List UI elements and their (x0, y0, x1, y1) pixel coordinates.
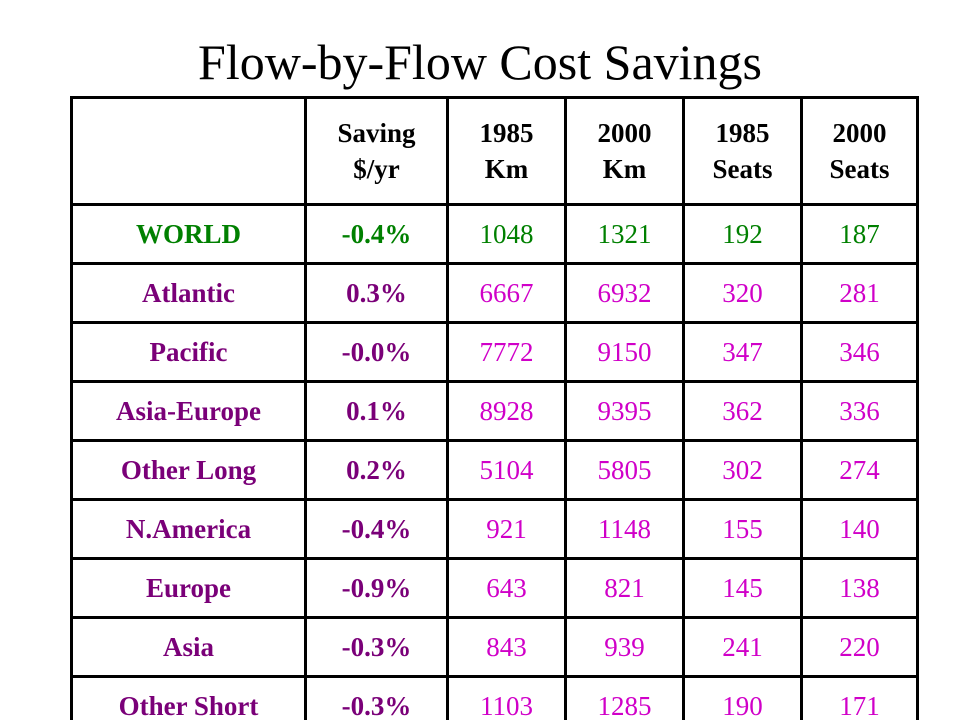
km-2000-cell: 9395 (564, 380, 685, 442)
region-cell: N.America (70, 498, 307, 560)
region-cell: Pacific (70, 321, 307, 383)
km-2000-cell: 939 (564, 616, 685, 678)
seats-2000-cell: 346 (800, 321, 919, 383)
header-km2000-line2: Km (602, 154, 647, 184)
header-seats2000-line2: Seats (829, 154, 890, 184)
saving-cell: -0.3% (304, 675, 449, 720)
seats-1985-cell: 241 (682, 616, 803, 678)
saving-cell: 0.3% (304, 262, 449, 324)
table-body: WORLD -0.4% 1048 1321 192 187 Atlantic 0.3% 6667… (70, 203, 919, 720)
km-1985-cell: 1103 (446, 675, 567, 720)
seats-2000-cell: 171 (800, 675, 919, 720)
header-cell-seats-2000: 2000 Seats (800, 96, 919, 206)
region-cell: WORLD (70, 203, 307, 265)
km-2000-cell: 1285 (564, 675, 685, 720)
region-cell: Other Short (70, 675, 307, 720)
km-1985-cell: 6667 (446, 262, 567, 324)
km-1985-cell: 5104 (446, 439, 567, 501)
seats-2000-cell: 274 (800, 439, 919, 501)
header-cell-region (70, 96, 307, 206)
table-row: Other Short -0.3% 1103 1285 190 171 (70, 675, 919, 720)
km-1985-cell: 643 (446, 557, 567, 619)
saving-cell: -0.0% (304, 321, 449, 383)
seats-1985-cell: 145 (682, 557, 803, 619)
cost-savings-table: Saving $/yr 1985 Km 2000 Km 1985 Seats 2… (70, 96, 919, 720)
km-1985-cell: 843 (446, 616, 567, 678)
saving-cell: -0.4% (304, 498, 449, 560)
header-km1985-line1: 1985 (479, 118, 534, 148)
km-1985-cell: 7772 (446, 321, 567, 383)
km-2000-cell: 5805 (564, 439, 685, 501)
table-row: Europe -0.9% 643 821 145 138 (70, 557, 919, 619)
header-cell-seats-1985: 1985 Seats (682, 96, 803, 206)
seats-1985-cell: 155 (682, 498, 803, 560)
seats-1985-cell: 192 (682, 203, 803, 265)
seats-2000-cell: 187 (800, 203, 919, 265)
header-cell-km-2000: 2000 Km (564, 96, 685, 206)
table-row: Asia-Europe 0.1% 8928 9395 362 336 (70, 380, 919, 442)
seats-2000-cell: 281 (800, 262, 919, 324)
table-row: Asia -0.3% 843 939 241 220 (70, 616, 919, 678)
km-2000-cell: 1148 (564, 498, 685, 560)
seats-1985-cell: 347 (682, 321, 803, 383)
saving-cell: 0.1% (304, 380, 449, 442)
seats-1985-cell: 320 (682, 262, 803, 324)
km-2000-cell: 6932 (564, 262, 685, 324)
region-cell: Asia (70, 616, 307, 678)
km-1985-cell: 921 (446, 498, 567, 560)
seats-2000-cell: 220 (800, 616, 919, 678)
seats-2000-cell: 140 (800, 498, 919, 560)
saving-cell: -0.4% (304, 203, 449, 265)
header-km1985-line2: Km (484, 154, 529, 184)
header-seats1985-line1: 1985 (715, 118, 770, 148)
header-km2000-line1: 2000 (597, 118, 652, 148)
seats-1985-cell: 302 (682, 439, 803, 501)
region-cell: Europe (70, 557, 307, 619)
table-row: WORLD -0.4% 1048 1321 192 187 (70, 203, 919, 265)
header-row: Saving $/yr 1985 Km 2000 Km 1985 Seats 2… (70, 96, 919, 206)
table-row: Pacific -0.0% 7772 9150 347 346 (70, 321, 919, 383)
seats-2000-cell: 336 (800, 380, 919, 442)
km-2000-cell: 9150 (564, 321, 685, 383)
header-cell-saving: Saving $/yr (304, 96, 449, 206)
header-seats1985-line2: Seats (712, 154, 773, 184)
region-cell: Other Long (70, 439, 307, 501)
header-seats2000-line1: 2000 (832, 118, 887, 148)
region-cell: Atlantic (70, 262, 307, 324)
header-cell-km-1985: 1985 Km (446, 96, 567, 206)
seats-1985-cell: 362 (682, 380, 803, 442)
km-2000-cell: 821 (564, 557, 685, 619)
header-saving-line2: $/yr (353, 154, 400, 184)
seats-2000-cell: 138 (800, 557, 919, 619)
km-2000-cell: 1321 (564, 203, 685, 265)
km-1985-cell: 1048 (446, 203, 567, 265)
table-row: Other Long 0.2% 5104 5805 302 274 (70, 439, 919, 501)
table-row: N.America -0.4% 921 1148 155 140 (70, 498, 919, 560)
table-row: Atlantic 0.3% 6667 6932 320 281 (70, 262, 919, 324)
region-cell: Asia-Europe (70, 380, 307, 442)
saving-cell: -0.9% (304, 557, 449, 619)
km-1985-cell: 8928 (446, 380, 567, 442)
header-saving-line1: Saving (337, 118, 416, 148)
saving-cell: 0.2% (304, 439, 449, 501)
saving-cell: -0.3% (304, 616, 449, 678)
slide-title: Flow-by-Flow Cost Savings (198, 34, 762, 90)
seats-1985-cell: 190 (682, 675, 803, 720)
